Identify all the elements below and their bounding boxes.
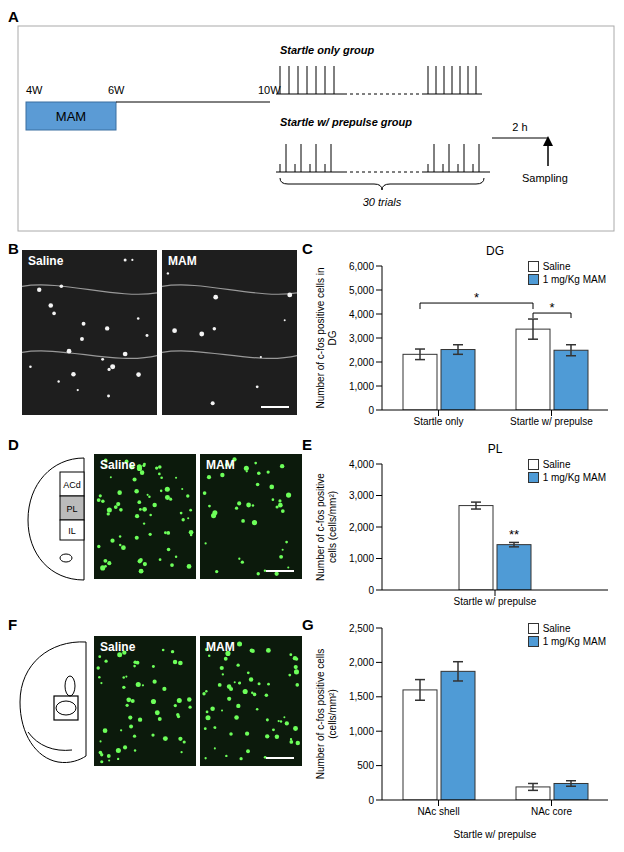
html-text:A: A	[8, 8, 19, 25]
svg-text:10W: 10W	[258, 84, 281, 96]
html-text:Number of c-fos positive cells: Number of c-fos positive cells (cells/mm…	[315, 648, 338, 780]
html-text:C: C	[302, 240, 313, 257]
html-text:1 mg/Kg MAM: 1 mg/Kg MAM	[542, 472, 606, 483]
svg-text:2,000: 2,000	[349, 522, 374, 533]
svg-text:6,000: 6,000	[349, 261, 374, 272]
html-text:G: G	[302, 616, 314, 633]
svg-text:2,000: 2,000	[349, 357, 374, 368]
svg-text:*: *	[549, 300, 554, 315]
svg-text:MAM: MAM	[56, 109, 86, 124]
svg-text:4,000: 4,000	[349, 309, 374, 320]
html-text:F: F	[8, 616, 18, 633]
svg-text:PL: PL	[66, 504, 77, 514]
svg-text:6W: 6W	[108, 84, 125, 96]
svg-text:30 trials: 30 trials	[363, 196, 402, 208]
svg-text:Saline: Saline	[100, 458, 136, 472]
svg-text:4W: 4W	[26, 84, 43, 96]
svg-text:NAc core: NAc core	[531, 806, 573, 817]
svg-text:1,000: 1,000	[349, 726, 374, 737]
html-text:PL: PL	[487, 442, 503, 456]
html-text:D: D	[8, 436, 19, 453]
svg-text:0: 0	[368, 585, 374, 596]
svg-text:500: 500	[357, 760, 374, 771]
svg-text:1,500: 1,500	[349, 691, 374, 702]
html-text:DG: DG	[486, 244, 504, 258]
html-text:E: E	[302, 436, 312, 453]
svg-text:4,000: 4,000	[349, 459, 374, 470]
svg-text:ACd: ACd	[63, 480, 81, 490]
svg-text:Sampling: Sampling	[522, 172, 568, 184]
svg-text:2,500: 2,500	[349, 623, 374, 634]
svg-text:Startle w/ prepulse: Startle w/ prepulse	[454, 829, 537, 840]
svg-text:MAM: MAM	[206, 640, 235, 654]
html-text:Number of c-fos positive cells: Number of c-fos positive cells in DG	[315, 267, 338, 409]
svg-text:MAM: MAM	[168, 254, 197, 268]
svg-text:**: **	[509, 527, 519, 542]
svg-text:2 h: 2 h	[512, 121, 527, 133]
svg-text:1,000: 1,000	[349, 553, 374, 564]
svg-text:1,000: 1,000	[349, 381, 374, 392]
svg-text:IL: IL	[68, 526, 76, 536]
svg-text:3,000: 3,000	[349, 333, 374, 344]
svg-text:Startle w/ prepulse group: Startle w/ prepulse group	[280, 116, 412, 128]
html-text:1 mg/Kg MAM: 1 mg/Kg MAM	[542, 274, 606, 285]
svg-text:Startle w/ prepulse: Startle w/ prepulse	[510, 416, 593, 427]
svg-text:3,000: 3,000	[349, 490, 374, 501]
html-text:Saline: Saline	[542, 459, 571, 470]
svg-text:*: *	[474, 290, 479, 305]
html-text:Saline: Saline	[542, 261, 571, 272]
svg-text:NAc shell: NAc shell	[417, 806, 459, 817]
svg-text:Saline: Saline	[28, 254, 64, 268]
html-text:Saline: Saline	[542, 623, 571, 634]
svg-text:2,000: 2,000	[349, 657, 374, 668]
html-text:B: B	[8, 240, 19, 257]
svg-text:Startle only: Startle only	[413, 416, 463, 427]
html-text:1 mg/Kg MAM: 1 mg/Kg MAM	[542, 636, 606, 647]
svg-text:Saline: Saline	[100, 640, 136, 654]
svg-text:0: 0	[368, 795, 374, 806]
svg-text:Startle w/ prepulse: Startle w/ prepulse	[454, 596, 537, 607]
svg-text:MAM: MAM	[206, 458, 235, 472]
svg-text:Startle only group: Startle only group	[280, 44, 374, 56]
svg-text:0: 0	[368, 405, 374, 416]
svg-text:5,000: 5,000	[349, 285, 374, 296]
html-text:Number of c-fos positive cells: Number of c-fos positive cells (cells/mm…	[315, 473, 338, 581]
